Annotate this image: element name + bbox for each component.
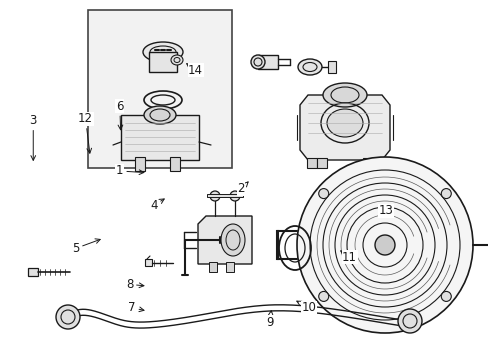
Bar — [88, 10, 231, 168]
Text: 7: 7 — [128, 301, 143, 314]
Bar — [170, 157, 180, 171]
Ellipse shape — [440, 189, 450, 199]
Text: 2: 2 — [237, 182, 247, 195]
Text: 8: 8 — [125, 278, 143, 291]
Text: 6: 6 — [116, 100, 123, 130]
Ellipse shape — [397, 309, 421, 333]
Bar — [208, 262, 217, 272]
Ellipse shape — [440, 292, 450, 301]
Bar — [327, 61, 335, 73]
Ellipse shape — [296, 157, 472, 333]
Ellipse shape — [142, 42, 183, 62]
Bar — [206, 194, 243, 197]
Bar — [145, 259, 152, 266]
Ellipse shape — [323, 83, 366, 107]
Bar — [258, 55, 278, 69]
Bar — [362, 158, 372, 168]
Bar — [306, 158, 316, 168]
Polygon shape — [299, 95, 389, 160]
Bar — [225, 262, 234, 272]
Text: 12: 12 — [78, 112, 93, 153]
Text: 3: 3 — [29, 114, 37, 160]
Text: 5: 5 — [72, 239, 100, 255]
Text: 9: 9 — [265, 311, 273, 329]
Ellipse shape — [318, 189, 328, 199]
Bar — [121, 115, 199, 160]
Ellipse shape — [250, 55, 264, 69]
Text: 10: 10 — [296, 301, 316, 314]
Text: 1: 1 — [116, 165, 143, 177]
Ellipse shape — [56, 305, 80, 329]
Bar — [276, 231, 277, 259]
Ellipse shape — [326, 109, 362, 137]
Ellipse shape — [297, 59, 321, 75]
Ellipse shape — [171, 55, 183, 65]
Ellipse shape — [318, 292, 328, 301]
Bar — [135, 157, 145, 171]
Text: 14: 14 — [186, 64, 203, 77]
Ellipse shape — [143, 106, 176, 124]
Ellipse shape — [221, 224, 244, 256]
Text: 4: 4 — [150, 199, 164, 212]
Polygon shape — [198, 216, 251, 264]
Bar — [149, 52, 177, 72]
Ellipse shape — [374, 235, 394, 255]
Ellipse shape — [229, 191, 240, 201]
Bar — [372, 158, 382, 168]
Bar — [316, 158, 326, 168]
Bar — [28, 268, 38, 276]
Text: 11: 11 — [340, 251, 356, 264]
Ellipse shape — [209, 191, 220, 201]
Text: 13: 13 — [378, 204, 393, 217]
